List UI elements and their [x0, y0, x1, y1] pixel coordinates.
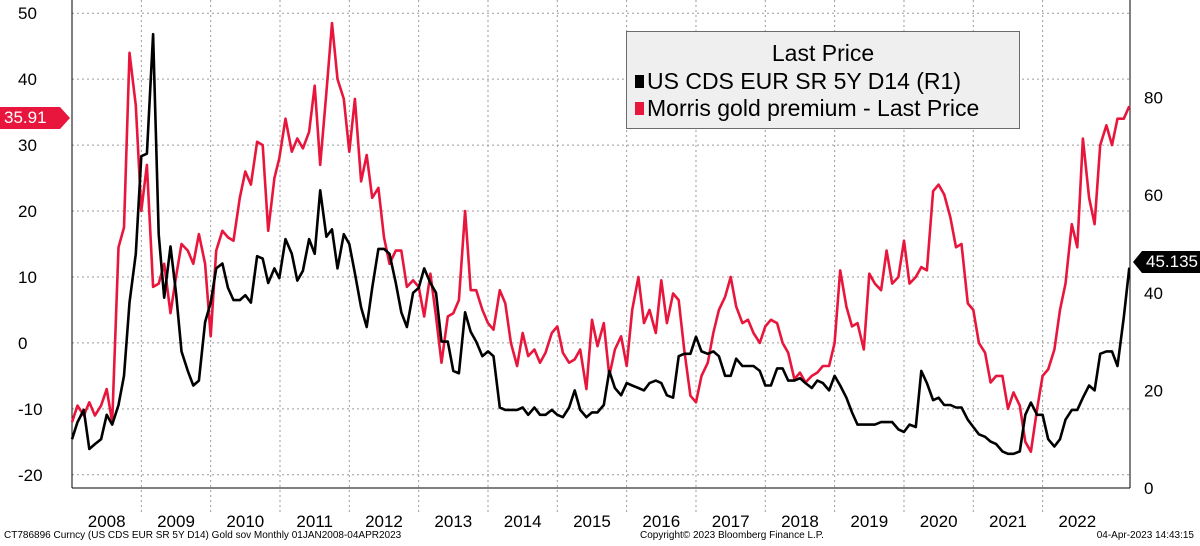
left-axis-tick-label: 50 [18, 4, 37, 23]
year-tick-label: 2017 [712, 512, 750, 531]
left-axis-tick-label: 10 [18, 268, 37, 287]
left-axis-tick-label: 30 [18, 136, 37, 155]
left-axis-tick-label: -20 [18, 466, 43, 485]
series-line-us-cds [70, 32, 1131, 456]
last-value-badge-us-cds: 45.135 [1133, 251, 1200, 273]
footer-source: CT786896 Curncy (US CDS EUR SR 5Y D14) G… [4, 530, 402, 541]
legend-label-gold-premium: Morris gold premium - Last Price [647, 95, 980, 121]
legend-title: Last Price [771, 40, 875, 66]
year-tick-label: 2014 [504, 512, 542, 531]
year-tick-label: 2016 [642, 512, 680, 531]
year-tick-label: 2010 [226, 512, 264, 531]
legend-swatch-red [635, 102, 644, 115]
year-tick-label: 2019 [850, 512, 888, 531]
footer-copyright: Copyright© 2023 Bloomberg Finance L.P. [640, 530, 824, 541]
left-axis-tick-label: 0 [18, 334, 27, 353]
right-axis-tick-label: 0 [1144, 479, 1153, 498]
right-axis-tick-label: 80 [1144, 89, 1163, 108]
right-axis-tick-label: 40 [1144, 284, 1163, 303]
legend: Last Price US CDS EUR SR 5Y D14 (R1) Mor… [626, 31, 1020, 129]
year-tick-label: 2011 [296, 512, 333, 531]
year-tick-label: 2018 [781, 512, 819, 531]
series-layer [70, 21, 1131, 456]
last-value-badge-gold-premium: 35.91 [0, 107, 70, 129]
year-tick-label: 2009 [157, 512, 195, 531]
left-axis-tick-label: -10 [18, 400, 43, 419]
year-tick-label: 2020 [920, 512, 958, 531]
year-tick-label: 2021 [989, 512, 1027, 531]
footer-timestamp: 04-Apr-2023 14:43:15 [1096, 530, 1194, 541]
year-tick-label: 2008 [88, 512, 126, 531]
legend-item-us-cds: US CDS EUR SR 5Y D14 (R1) [635, 68, 961, 95]
year-tick-label: 2012 [365, 512, 403, 531]
legend-item-gold-premium: Morris gold premium - Last Price [635, 95, 979, 122]
series-line-gold-premium [70, 21, 1131, 453]
year-tick-label: 2022 [1058, 512, 1096, 531]
right-axis-tick-label: 20 [1144, 381, 1163, 400]
left-axis-tick-label: 40 [18, 70, 37, 89]
right-axis-tick-label: 60 [1144, 186, 1163, 205]
year-tick-label: 2015 [573, 512, 611, 531]
legend-swatch-black [635, 75, 644, 88]
year-tick-label: 2013 [434, 512, 472, 531]
legend-label-us-cds: US CDS EUR SR 5Y D14 (R1) [647, 68, 961, 94]
left-axis-tick-label: 20 [18, 202, 37, 221]
